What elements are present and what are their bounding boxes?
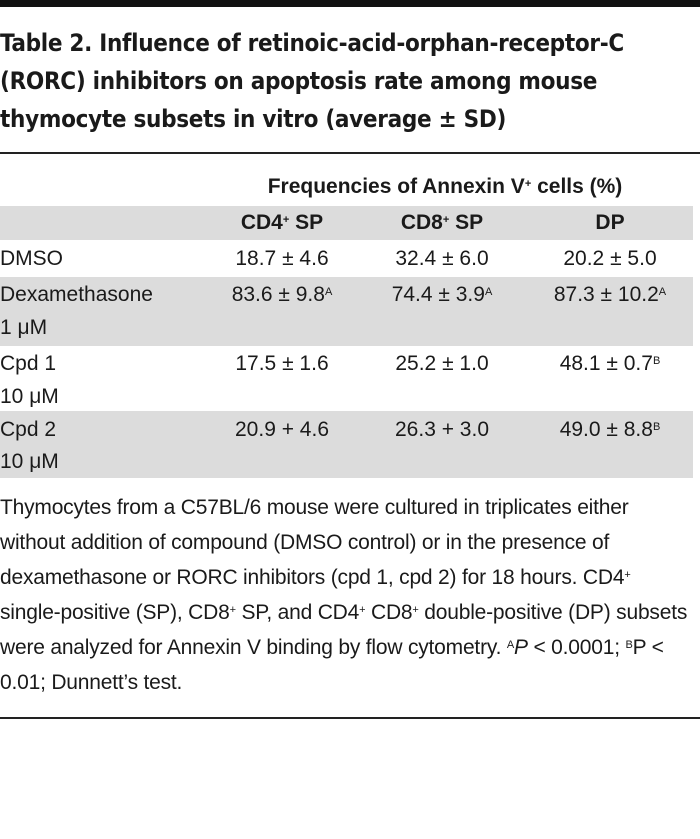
value-cell: 20.2 ± 5.0 [563,247,657,270]
table-row: Cpd 2 10 μM 20.9 + 4.6 26.3 + 3.0 49.0 ±… [0,411,693,478]
value-cell: 49.0 ± 8.8B [559,418,661,441]
row-label: DMSO [0,247,63,270]
value-cell: 20.9 + 4.6 [235,418,329,441]
superscript: + [524,178,532,190]
table-row: DMSO 18.7 ± 4.6 32.4 ± 6.0 20.2 ± 5.0 [0,242,693,277]
row-label-concentration: 10 μM [0,450,59,473]
row-label: Dexamethasone [0,283,153,306]
value-cell: 74.4 ± 3.9A [391,283,493,306]
row-label: Cpd 2 [0,418,57,441]
row-label-concentration: 1 μM [0,316,48,339]
column-header-dp: DP [595,211,625,234]
column-header-cd8-sp: CD8+ SP [400,211,484,234]
value-cell: 26.3 + 3.0 [395,418,489,441]
table-title: Table 2. Influence of retinoic-acid-orph… [0,29,624,133]
value-cell: 48.1 ± 0.7B [559,352,661,375]
table-footnote: Thymocytes from a C57BL/6 mouse were cul… [0,496,688,694]
spanning-header: Frequencies of Annexin V+ cells (%) [205,170,685,204]
spanning-header-text-end: cells (%) [531,175,623,198]
row-label: Cpd 1 [0,352,57,375]
column-header-cd4-sp: CD4+ SP [240,211,324,234]
spanning-header-text: Frequencies of Annexin V [267,175,525,198]
table-row: Cpd 1 10 μM 17.5 ± 1.6 25.2 ± 1.0 48.1 ±… [0,346,693,411]
value-cell: 18.7 ± 4.6 [235,247,329,270]
value-cell: 87.3 ± 10.2A [553,283,667,306]
table-row: Dexamethasone 1 μM 83.6 ± 9.8A 74.4 ± 3.… [0,277,693,346]
bottom-rule [0,717,700,719]
value-cell: 83.6 ± 9.8A [231,283,333,306]
row-label-concentration: 10 μM [0,385,59,408]
top-bar [0,0,700,7]
top-rule [0,152,700,154]
value-cell: 25.2 ± 1.0 [395,352,489,375]
column-header-row: CD4+ SP CD8+ SP DP [0,206,693,240]
value-cell: 17.5 ± 1.6 [235,352,329,375]
value-cell: 32.4 ± 6.0 [395,247,489,270]
